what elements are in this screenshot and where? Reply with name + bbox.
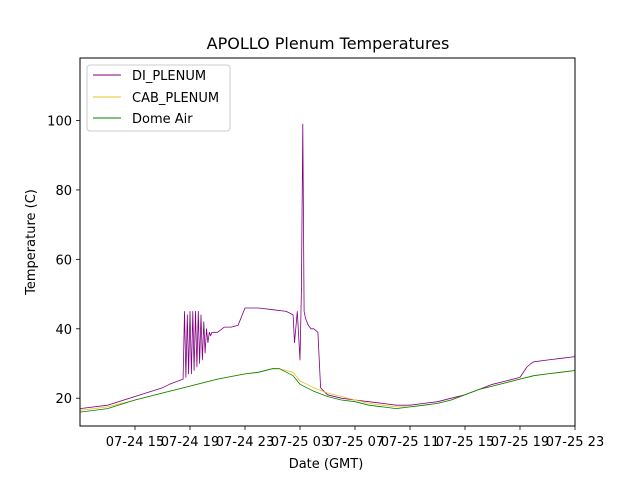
legend: DI_PLENUM CAB_PLENUM Dome Air bbox=[86, 64, 231, 132]
y-axis-ticks: 20 40 60 80 100 bbox=[47, 114, 80, 407]
legend-label-dome-air: Dome Air bbox=[132, 112, 193, 127]
series-layer bbox=[79, 123, 576, 413]
y-axis-label: Temperature (C) bbox=[24, 189, 39, 296]
plot-frame bbox=[79, 57, 576, 427]
x-tick-label: 07-25 15 bbox=[436, 435, 494, 450]
legend-label-di-plenum: DI_PLENUM bbox=[132, 69, 206, 84]
x-tick-label: 07-25 23 bbox=[546, 435, 604, 450]
y-tick-label: 80 bbox=[55, 184, 72, 199]
y-tick-label: 40 bbox=[55, 323, 72, 338]
y-tick-label: 100 bbox=[47, 114, 72, 129]
x-tick-label: 07-25 19 bbox=[491, 435, 549, 450]
y-tick-label: 60 bbox=[55, 253, 72, 268]
x-tick-label: 07-25 03 bbox=[271, 435, 329, 450]
x-tick-label: 07-25 11 bbox=[381, 435, 439, 450]
legend-box bbox=[86, 64, 231, 132]
series-line-dome-air bbox=[79, 368, 576, 413]
legend-label-cab-plenum: CAB_PLENUM bbox=[132, 91, 219, 106]
x-tick-label: 07-25 07 bbox=[326, 435, 384, 450]
x-tick-label: 07-24 23 bbox=[216, 435, 274, 450]
x-tick-label: 07-24 19 bbox=[161, 435, 219, 450]
chart-title: APOLLO Plenum Temperatures bbox=[207, 34, 450, 53]
x-axis-label: Date (GMT) bbox=[289, 457, 364, 472]
series-line-di-plenum bbox=[79, 123, 576, 409]
x-tick-label: 07-24 15 bbox=[106, 435, 164, 450]
y-tick-label: 20 bbox=[55, 392, 72, 407]
